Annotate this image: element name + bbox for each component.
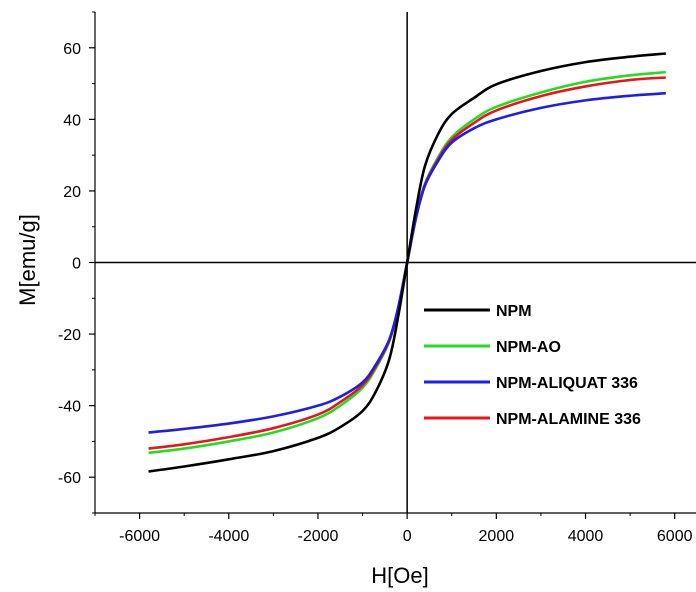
y-tick-labels: -60 -40 -20 0 20 40 60 [58,41,81,487]
plot-frame [89,12,696,519]
x-axis-label: H[Oe] [371,563,428,588]
x-tick-label: 4000 [568,528,604,545]
y-tick-label: 60 [63,41,81,58]
legend-label-npm: NPM [496,303,532,320]
y-axis-label: M[emu/g] [15,214,40,306]
x-tick-label: 2000 [479,528,515,545]
x-tick-label: -2000 [298,528,339,545]
y-tick-label: -20 [58,327,81,344]
x-tick-label: -4000 [208,528,249,545]
x-tick-label: 0 [403,528,412,545]
series-line-npm [148,52,666,473]
legend-label-npm-ao: NPM-AO [496,339,561,356]
y-tick-label: 40 [63,112,81,129]
series-lines [148,52,666,473]
x-tick-labels: -6000 -4000 -2000 0 2000 4000 6000 [119,528,692,545]
y-tick-label: 0 [72,256,81,273]
legend-label-npm-alamine-336: NPM-ALAMINE 336 [496,411,641,428]
y-tick-label: -40 [58,399,81,416]
x-tick-label: 6000 [657,528,693,545]
y-tick-label: 20 [63,184,81,201]
y-tick-label: -60 [58,470,81,487]
legend-label-npm-aliquat-336: NPM-ALIQUAT 336 [496,375,638,392]
x-tick-label: -6000 [119,528,160,545]
legend: NPM NPM-AO NPM-ALIQUAT 336 NPM-ALAMINE 336 [424,303,641,428]
